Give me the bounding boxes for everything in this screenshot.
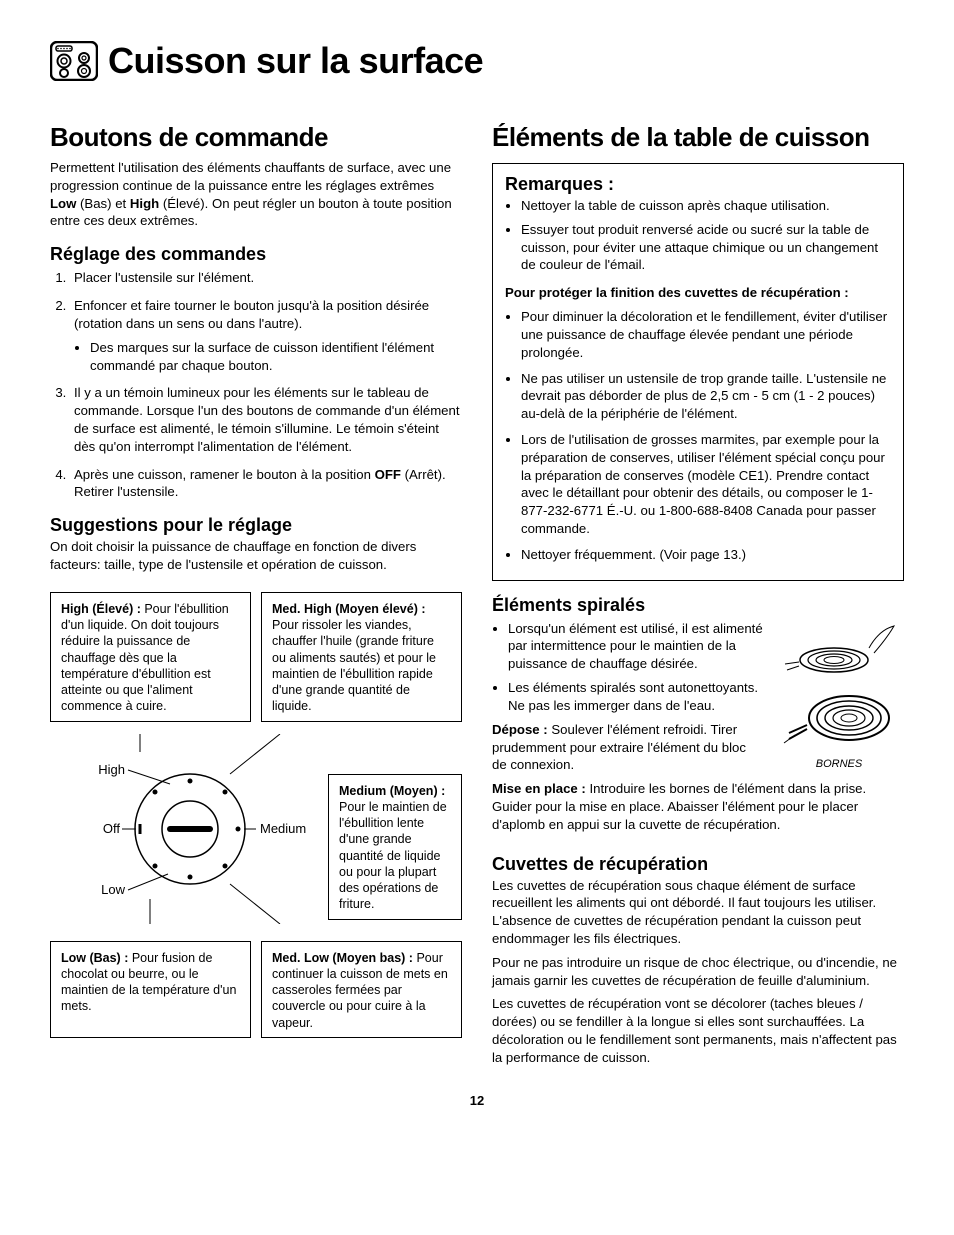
heading-elements: Éléments de la table de cuisson	[492, 122, 904, 153]
remarks-list-2: Pour diminuer la décoloration et le fend…	[505, 308, 891, 564]
coil-lift-icon	[779, 618, 899, 678]
list-item: Des marques sur la surface de cuisson id…	[90, 339, 462, 375]
list-item: Lors de l'utilisation de grosses marmite…	[521, 431, 891, 538]
list-item: Enfoncer et faire tourner le bouton jusq…	[70, 297, 462, 374]
heading-suggestions: Suggestions pour le réglage	[50, 515, 462, 536]
bornes-label: BORNES	[774, 758, 904, 770]
page-title: Cuisson sur la surface	[108, 40, 483, 82]
spiral-list: Lorsqu'un élément est utilisé, il est al…	[492, 620, 764, 715]
list-item: Ne pas utiliser un ustensile de trop gra…	[521, 370, 891, 423]
list-item: Lorsqu'un élément est utilisé, il est al…	[508, 620, 764, 673]
list-item: Après une cuisson, ramener le bouton à l…	[70, 466, 462, 502]
list-item: Placer l'ustensile sur l'élément.	[70, 269, 462, 287]
heading-reglage: Réglage des commandes	[50, 244, 462, 265]
heading-remarques: Remarques :	[505, 174, 891, 195]
cuvettes-p1: Les cuvettes de récupération sous chaque…	[492, 877, 904, 948]
box-high: High (Élevé) : Pour l'ébullition d'un li…	[50, 592, 251, 722]
box-low: Low (Bas) : Pour fusion de chocolat ou b…	[50, 941, 251, 1038]
cuvettes-p3: Les cuvettes de récupération vont se déc…	[492, 995, 904, 1066]
list-item: Les éléments spiralés sont autonettoyant…	[508, 679, 764, 715]
reglage-steps: Placer l'ustensile sur l'élément. Enfonc…	[50, 269, 462, 501]
page-number: 12	[50, 1093, 904, 1108]
list-item: Nettoyer la table de cuisson après chaqu…	[521, 197, 891, 215]
dial-icon: High Off Low Medium	[50, 734, 320, 924]
remarks-box: Remarques : Nettoyer la table de cuisson…	[492, 163, 904, 581]
intro-paragraph: Permettent l'utilisation des éléments ch…	[50, 159, 462, 230]
cuvettes-p2: Pour ne pas introduire un risque de choc…	[492, 954, 904, 990]
remarks-subhead: Pour protéger la finition des cuvettes d…	[505, 284, 891, 302]
page: Cuisson sur la surface Boutons de comman…	[0, 0, 954, 1138]
box-medhigh: Med. High (Moyen élevé) : Pour rissoler …	[261, 592, 462, 722]
list-item: Nettoyer fréquemment. (Voir page 13.)	[521, 546, 891, 564]
heading-spiral: Éléments spiralés	[492, 595, 904, 616]
depose-paragraph: Dépose : Soulever l'élément refroidi. Ti…	[492, 721, 764, 774]
dial-lbl-high: High	[98, 762, 125, 777]
list-item: Il y a un témoin lumineux pour les éléme…	[70, 384, 462, 455]
remarks-list-1: Nettoyer la table de cuisson après chaqu…	[505, 197, 891, 274]
spiral-section: Éléments spiralés Lorsqu'un élément est …	[492, 595, 904, 834]
right-column: Éléments de la table de cuisson Remarque…	[492, 122, 904, 1073]
suggestions-intro: On doit choisir la puissance de chauffag…	[50, 538, 462, 574]
dial-lbl-low: Low	[101, 882, 125, 897]
title-banner: Cuisson sur la surface	[50, 40, 904, 82]
sub-list: Des marques sur la surface de cuisson id…	[74, 339, 462, 375]
heading-boutons: Boutons de commande	[50, 122, 462, 153]
heading-cuvettes: Cuvettes de récupération	[492, 854, 904, 875]
dial-lbl-medium: Medium	[260, 821, 306, 836]
dial-diagram: High (Élevé) : Pour l'ébullition d'un li…	[50, 584, 462, 1046]
cooktop-icon	[50, 41, 98, 81]
mise-paragraph: Mise en place : Introduire les bornes de…	[492, 780, 904, 833]
box-medium: Medium (Moyen) : Pour le maintien de l'é…	[328, 774, 462, 920]
coil-flat-icon	[779, 683, 899, 753]
list-item: Essuyer tout produit renversé acide ou s…	[521, 221, 891, 274]
box-medlow: Med. Low (Moyen bas) : Pour continuer la…	[261, 941, 462, 1038]
dial-lbl-off: Off	[103, 821, 120, 836]
list-item: Pour diminuer la décoloration et le fend…	[521, 308, 891, 361]
left-column: Boutons de commande Permettent l'utilisa…	[50, 122, 462, 1073]
